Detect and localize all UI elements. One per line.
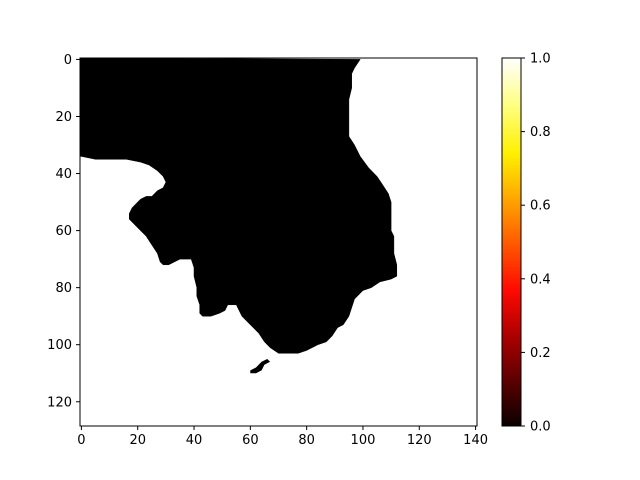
colorbar-gradient (502, 58, 521, 426)
plot-frame (79, 57, 478, 427)
mask-region (80, 58, 398, 354)
colorbar-axis: 0.0 0.2 0.4 0.6 0.8 1.0 (521, 52, 551, 435)
y-tick-label: 80 (55, 281, 72, 296)
x-tick-label: 0 (77, 433, 85, 448)
y-tick-label: 20 (55, 110, 72, 125)
mask-blob (250, 359, 271, 374)
colorbar-tick-label: 0.6 (530, 199, 551, 214)
colorbar-tick-label: 1.0 (530, 52, 551, 67)
x-tick-label: 80 (298, 433, 315, 448)
x-tick-label: 120 (407, 433, 432, 448)
colorbar-tick-label: 0.8 (530, 125, 551, 140)
y-tick-label: 0 (64, 53, 72, 68)
y-axis: 0 20 40 60 80 100 120 (47, 53, 80, 410)
y-tick-label: 60 (55, 224, 72, 239)
plot-axes: 0 20 40 60 80 100 120 140 0 20 40 60 80 100 120 (47, 53, 488, 448)
colorbar-frame (501, 57, 522, 427)
x-tick-label: 40 (186, 433, 203, 448)
y-tick-label: 40 (55, 167, 72, 182)
x-tick-label: 60 (242, 433, 259, 448)
colorbar-tick-label: 0.2 (530, 346, 551, 361)
x-tick-label: 20 (129, 433, 146, 448)
x-axis: 0 20 40 60 80 100 120 140 (77, 426, 488, 448)
colorbar-tick-label: 0.0 (530, 420, 551, 435)
colorbar-tick-label: 0.4 (530, 272, 551, 287)
colorbar: 0.0 0.2 0.4 0.6 0.8 1.0 (501, 52, 551, 435)
y-tick-label: 100 (47, 338, 72, 353)
y-tick-label: 120 (47, 395, 72, 410)
x-tick-label: 140 (463, 433, 488, 448)
x-tick-label: 100 (351, 433, 376, 448)
